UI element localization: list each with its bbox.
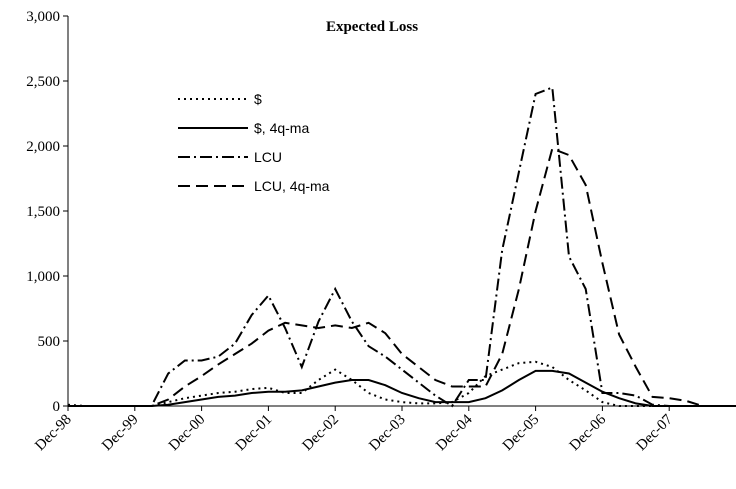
- x-tick-label: Dec-04: [433, 411, 476, 454]
- y-tick-label: 500: [38, 334, 61, 350]
- y-tick-label: 2,500: [26, 74, 60, 90]
- y-tick-label: 1,500: [26, 204, 60, 220]
- x-tick-label: Dec-05: [500, 412, 543, 455]
- x-tick-label: Dec-07: [633, 411, 676, 454]
- y-tick-label: 3,000: [26, 9, 60, 25]
- x-tick-label: Dec-01: [233, 412, 276, 455]
- series-line: [68, 86, 736, 408]
- legend-label: LCU, 4q-ma: [254, 178, 330, 194]
- series-line: [68, 369, 736, 407]
- x-tick-label: Dec-02: [299, 412, 342, 455]
- y-tick-label: 0: [53, 399, 61, 415]
- series-line: [68, 147, 736, 407]
- x-tick-label: Dec-98: [32, 412, 75, 455]
- legend-label: $, 4q-ma: [254, 120, 309, 136]
- legend-label: LCU: [254, 149, 282, 165]
- y-tick-label: 1,000: [26, 269, 60, 285]
- x-tick-label: Dec-03: [366, 412, 409, 455]
- chart-title: Expected Loss: [326, 19, 418, 35]
- legend-label: $: [254, 91, 262, 107]
- x-tick-label: Dec-99: [99, 412, 142, 455]
- x-tick-label: Dec-00: [166, 412, 209, 455]
- y-tick-label: 2,000: [26, 139, 60, 155]
- x-tick-label: Dec-06: [567, 411, 610, 454]
